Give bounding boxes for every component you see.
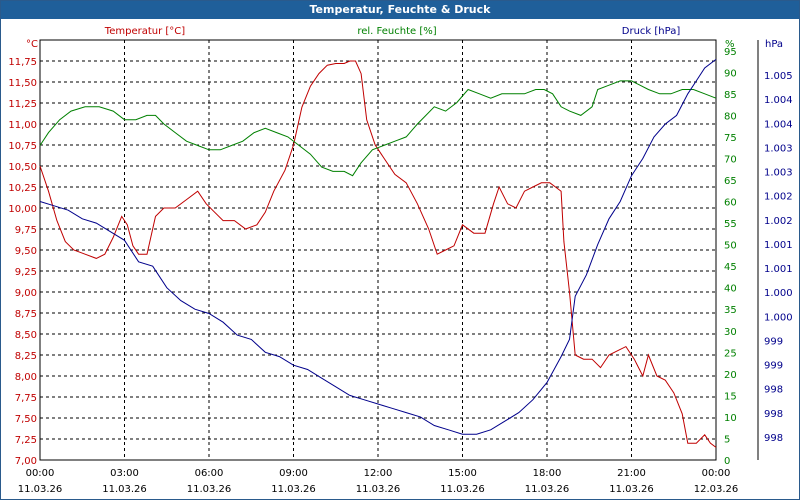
pressure-tick-label: 999 xyxy=(764,336,783,347)
temperature-tick-label: 9,00 xyxy=(15,288,37,299)
x-tick-time: 12:00 xyxy=(364,468,393,479)
pressure-tick-label: 1.001 xyxy=(764,264,793,275)
x-tick-date: 11.03.26 xyxy=(18,484,63,495)
temperature-tick-label: 10,50 xyxy=(8,162,37,173)
pressure-tick-label: 998 xyxy=(764,385,783,396)
humidity-tick-label: 50 xyxy=(724,241,737,252)
pressure-tick-label: 1.003 xyxy=(764,143,793,154)
pressure-tick-label: 1.000 xyxy=(764,312,793,323)
temperature-tick-label: 8,00 xyxy=(15,372,37,383)
temperature-tick-label: 9,75 xyxy=(15,225,37,236)
temperature-tick-label: 11,50 xyxy=(8,78,37,89)
temperature-tick-label: 7,00 xyxy=(15,456,37,467)
x-tick-time: 03:00 xyxy=(110,468,139,479)
x-tick-date: 11.03.26 xyxy=(356,484,401,495)
temperature-tick-label: 8,25 xyxy=(15,351,37,362)
pressure-tick-label: 1.000 xyxy=(764,288,793,299)
humidity-tick-label: 75 xyxy=(724,133,737,144)
series-line-humidity xyxy=(39,80,717,177)
x-tick-time: 18:00 xyxy=(533,468,562,479)
temperature-tick-label: 10,75 xyxy=(8,141,37,152)
temperature-tick-label: 7,75 xyxy=(15,393,37,404)
temperature-axis-title: Temperatur [°C] xyxy=(104,26,185,37)
pressure-tick-label: 1.002 xyxy=(764,192,793,203)
humidity-tick-label: 55 xyxy=(724,219,737,230)
humidity-tick-label: 10 xyxy=(724,413,737,424)
plot-border xyxy=(39,39,717,461)
x-tick-date: 11.03.26 xyxy=(525,484,570,495)
x-tick-time: 09:00 xyxy=(279,468,308,479)
humidity-tick-label: 20 xyxy=(724,370,737,381)
temperature-tick-label: 9,25 xyxy=(15,267,37,278)
temperature-tick-label: 11,75 xyxy=(8,57,37,68)
humidity-tick-label: 45 xyxy=(724,262,737,273)
temperature-tick-label: 10,25 xyxy=(8,183,37,194)
humidity-tick-label: 0 xyxy=(724,456,730,467)
x-tick-date: 11.03.26 xyxy=(440,484,485,495)
pressure-unit-label: hPa xyxy=(765,39,783,50)
humidity-tick-label: 60 xyxy=(724,198,737,209)
humidity-tick-label: 95 xyxy=(724,47,737,58)
x-tick-date: 11.03.26 xyxy=(102,484,147,495)
series-line-temperature xyxy=(39,60,717,448)
temperature-unit-label: °C xyxy=(26,39,38,50)
temperature-tick-label: 7,25 xyxy=(15,435,37,446)
humidity-tick-label: 40 xyxy=(724,284,737,295)
pressure-tick-label: 1.003 xyxy=(764,168,793,179)
humidity-tick-label: 90 xyxy=(724,68,737,79)
humidity-tick-label: 25 xyxy=(724,348,737,359)
humidity-tick-label: 70 xyxy=(724,154,737,165)
series-line-pressure xyxy=(39,59,717,435)
humidity-tick-label: 85 xyxy=(724,90,737,101)
pressure-tick-label: 999 xyxy=(764,361,783,372)
x-tick-date: 11.03.26 xyxy=(271,484,316,495)
temperature-tick-label: 8,75 xyxy=(15,309,37,320)
x-tick-time: 00:00 xyxy=(26,468,55,479)
pressure-tick-label: 1.001 xyxy=(764,240,793,251)
pressure-tick-label: 998 xyxy=(764,433,783,444)
humidity-tick-label: 15 xyxy=(724,391,737,402)
x-tick-time: 15:00 xyxy=(448,468,477,479)
pressure-axis-title: Druck [hPa] xyxy=(622,26,681,37)
temperature-tick-label: 7,50 xyxy=(15,414,37,425)
temperature-tick-label: 11,25 xyxy=(8,99,37,110)
humidity-tick-label: 80 xyxy=(724,111,737,122)
x-tick-date: 12.03.26 xyxy=(694,484,739,495)
x-tick-time: 00:00 xyxy=(702,468,731,479)
temperature-tick-label: 11,00 xyxy=(8,120,37,131)
pressure-tick-label: 998 xyxy=(764,409,783,420)
x-tick-time: 06:00 xyxy=(195,468,224,479)
chart-title: Temperatur, Feuchte & Druck xyxy=(1,1,799,19)
temperature-tick-label: 10,00 xyxy=(8,204,37,215)
humidity-tick-label: 30 xyxy=(724,327,737,338)
pressure-tick-label: 1.004 xyxy=(764,95,793,106)
temperature-tick-label: 8,50 xyxy=(15,330,37,341)
humidity-tick-label: 65 xyxy=(724,176,737,187)
humidity-unit-label: % xyxy=(725,39,735,50)
x-tick-time: 21:00 xyxy=(617,468,646,479)
pressure-tick-label: 1.005 xyxy=(764,71,793,82)
pressure-tick-label: 1.004 xyxy=(764,119,793,130)
temperature-tick-label: 9,50 xyxy=(15,246,37,257)
humidity-axis-title: rel. Feuchte [%] xyxy=(357,26,436,37)
humidity-tick-label: 5 xyxy=(724,434,730,445)
x-tick-date: 11.03.26 xyxy=(187,484,232,495)
pressure-tick-label: 1.002 xyxy=(764,216,793,227)
x-tick-date: 11.03.26 xyxy=(609,484,654,495)
humidity-tick-label: 35 xyxy=(724,305,737,316)
